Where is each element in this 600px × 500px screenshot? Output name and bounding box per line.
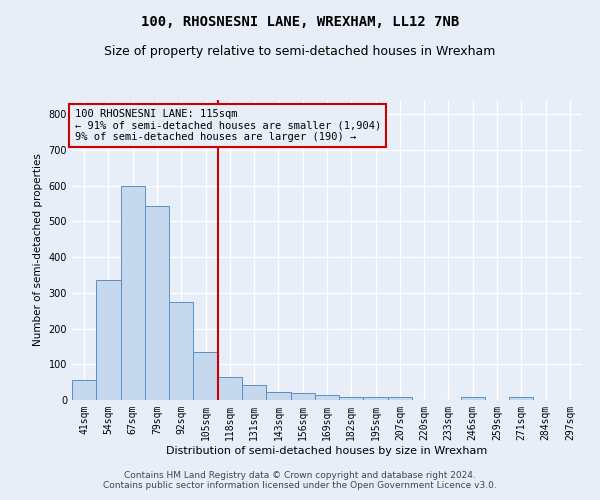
Y-axis label: Number of semi-detached properties: Number of semi-detached properties bbox=[33, 154, 43, 346]
Bar bbox=[242, 385, 266, 400]
Bar bbox=[290, 393, 315, 400]
Bar bbox=[193, 352, 218, 400]
Bar bbox=[509, 397, 533, 400]
Text: 100, RHOSNESNI LANE, WREXHAM, LL12 7NB: 100, RHOSNESNI LANE, WREXHAM, LL12 7NB bbox=[141, 15, 459, 29]
Text: Size of property relative to semi-detached houses in Wrexham: Size of property relative to semi-detach… bbox=[104, 45, 496, 58]
Bar bbox=[72, 380, 96, 400]
Bar bbox=[461, 397, 485, 400]
Bar bbox=[218, 377, 242, 400]
Bar bbox=[145, 206, 169, 400]
Bar bbox=[121, 186, 145, 400]
X-axis label: Distribution of semi-detached houses by size in Wrexham: Distribution of semi-detached houses by … bbox=[166, 446, 488, 456]
Bar bbox=[96, 280, 121, 400]
Bar bbox=[388, 397, 412, 400]
Text: Contains HM Land Registry data © Crown copyright and database right 2024.
Contai: Contains HM Land Registry data © Crown c… bbox=[103, 470, 497, 490]
Bar bbox=[315, 394, 339, 400]
Bar bbox=[266, 392, 290, 400]
Bar bbox=[339, 397, 364, 400]
Text: 100 RHOSNESNI LANE: 115sqm
← 91% of semi-detached houses are smaller (1,904)
9% : 100 RHOSNESNI LANE: 115sqm ← 91% of semi… bbox=[74, 109, 381, 142]
Bar bbox=[364, 397, 388, 400]
Bar bbox=[169, 302, 193, 400]
